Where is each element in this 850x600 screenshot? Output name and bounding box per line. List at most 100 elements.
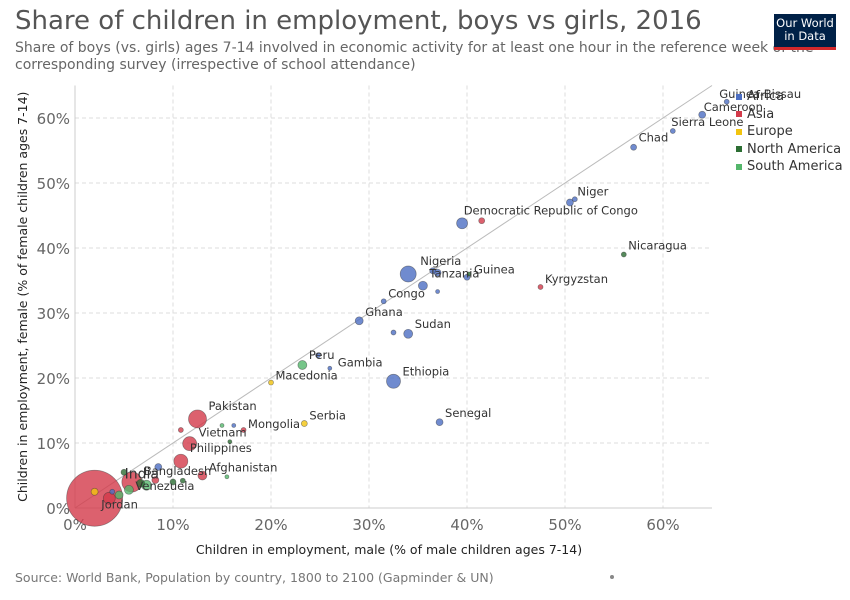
point-label: Niger [577,185,608,199]
y-tick-label: 20% [37,370,70,388]
point-label: Mongolia [248,417,300,431]
y-axis-title: Children in employment, female (% of fem… [15,92,30,502]
data-point [315,352,321,359]
chart-title: Share of children in employment, boys vs… [15,6,702,36]
data-point [723,98,730,105]
point-label: Congo [388,286,425,300]
legend-swatch [736,128,742,135]
data-point [240,427,247,433]
point-label: Nicaragua [628,239,687,253]
data-point [630,143,637,151]
legend-swatch [736,146,742,153]
data-point [177,427,184,433]
page-indicator-dot [610,575,614,579]
x-tick-label: 60% [646,516,679,534]
reference-line-y-equals-x [74,85,713,509]
logo-line-1: Our World [776,16,834,30]
data-point [327,365,333,371]
x-tick-label: 20% [254,516,287,534]
point-label: Bangladesh [144,464,211,478]
legend-label: South America [747,159,843,175]
y-tick-label: 40% [37,240,70,258]
data-point [182,436,198,451]
data-point [120,468,128,476]
point-label: Vietnam [199,426,247,440]
data-point [466,271,472,277]
point-label: Guinea [474,262,515,276]
data-point [169,478,177,486]
legend-label: Asia [747,106,775,122]
point-label: Gambia [338,355,383,369]
data-point [227,439,233,445]
data-point [429,267,437,275]
legend-item[interactable]: Europe [736,123,843,141]
data-point [114,490,124,500]
legend-item[interactable]: South America [736,158,843,176]
data-point [399,265,417,283]
point-label: Nigeria [420,254,461,268]
logo-line-2: in Data [784,29,826,43]
x-axis-title: Children in employment, male (% of male … [196,542,582,557]
data-point [620,251,627,258]
x-tick-label: 30% [352,516,385,534]
data-point [418,280,428,291]
chart-subtitle: Share of boys (vs. girls) ages 7-14 invo… [15,40,814,73]
data-point [66,469,123,527]
x-tick-label: 40% [450,516,483,534]
y-tick-label: 30% [37,305,70,323]
point-label: Ethiopia [403,364,450,378]
point-label: Serbia [309,409,346,423]
data-point [102,491,116,505]
data-point [268,379,274,386]
data-point [571,196,578,203]
data-point [90,487,99,496]
data-point [478,217,486,225]
legend-label: North America [747,141,842,157]
point-label: Kyrgyzstan [545,272,608,286]
data-point [136,478,146,488]
data-point [109,488,116,495]
y-tick-label: 60% [37,110,70,128]
legend-label: Africa [747,89,785,105]
data-point [390,329,397,336]
x-tick-label: 50% [548,516,581,534]
y-tick-label: 0% [46,500,70,518]
point-label: Venezuela [135,479,194,493]
data-point [219,423,225,428]
data-point [566,198,574,207]
data-point [669,128,676,134]
legend-item[interactable]: Asia [736,106,843,124]
logo-accent-bar [774,47,836,50]
point-label: Pakistan [209,399,257,413]
x-tick-label: 10% [156,516,189,534]
y-tick-label: 50% [37,175,70,193]
legend-swatch [736,163,742,170]
data-point [403,328,414,339]
point-label: Ghana [365,305,403,319]
data-point [435,418,444,427]
legend-label: Europe [747,124,793,140]
source-note[interactable]: Source: World Bank, Population by countr… [15,570,494,585]
data-point [456,217,468,230]
legend-item[interactable]: Africa [736,88,843,106]
data-point [151,476,160,484]
legend-item[interactable]: North America [736,141,843,159]
data-point [380,298,387,305]
data-point [173,453,189,469]
point-label: Sudan [415,317,451,331]
data-point [179,477,186,484]
point-label: Cameroon [704,100,763,114]
point-label: Tanzania [428,267,479,281]
data-point [537,284,544,290]
point-label: Jordan [100,497,138,511]
data-point [435,289,440,294]
y-tick-label: 10% [37,435,70,453]
legend-swatch [736,111,742,118]
point-label: Democratic Republic of Congo [464,204,638,218]
data-point [354,316,364,326]
point-label: Peru [309,348,335,362]
owid-logo[interactable]: Our World in Data [774,14,836,50]
legend: Africa Asia Europe North America South Ameri… [736,88,843,176]
data-point [386,373,401,389]
